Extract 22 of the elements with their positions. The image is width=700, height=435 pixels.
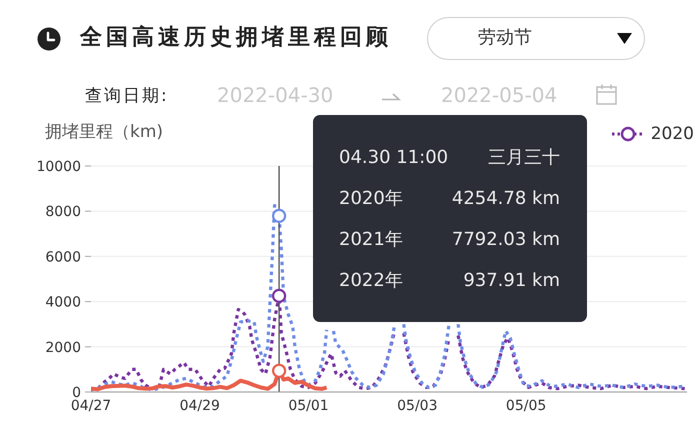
y-tick-label: 6000	[45, 249, 81, 266]
x-tick-label: 05/05	[506, 398, 546, 414]
y-tick-label: 2000	[45, 340, 81, 356]
x-tick-label: 05/03	[397, 398, 438, 414]
y-axis-title: 拥堵里程（km)	[45, 122, 164, 142]
text: 劳动节	[478, 27, 532, 48]
x-tick-label: 04/29	[180, 398, 220, 414]
chart-title: 全国高速历史拥堵里程回顾	[80, 25, 392, 50]
annotation: 04.30 11:00	[339, 146, 448, 170]
annotation: 7792.03 km	[452, 228, 560, 252]
annotation: 2021年	[339, 228, 403, 252]
annotation: 2022年	[339, 269, 403, 293]
annotation: 937.91 km	[463, 269, 560, 293]
annotation: 2020年	[339, 187, 403, 211]
text: 查询日期:	[85, 86, 169, 106]
annotation: 三月三十	[488, 146, 560, 170]
y-tick-label: 4000	[45, 294, 81, 311]
x-tick-label: 05/01	[288, 398, 329, 414]
legend-label: 2020	[650, 124, 694, 144]
annotation: 4254.78 km	[452, 187, 560, 211]
y-tick-label: 10000	[36, 158, 81, 175]
y-tick-label: 8000	[45, 204, 81, 220]
